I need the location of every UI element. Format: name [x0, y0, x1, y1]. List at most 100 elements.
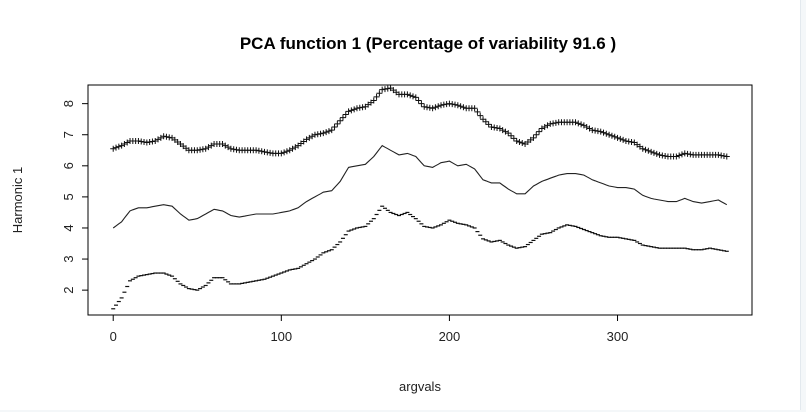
plus-marker — [258, 148, 265, 155]
plus-marker — [379, 86, 386, 93]
plus-marker — [673, 153, 680, 160]
y-tick-label: 8 — [61, 100, 76, 107]
plus-marker — [625, 138, 632, 145]
plus-marker — [199, 146, 206, 153]
plus-marker — [533, 131, 540, 138]
plus-marker — [494, 124, 501, 131]
plus-marker — [578, 121, 585, 128]
plus-marker — [124, 139, 131, 146]
plus-marker — [320, 130, 327, 137]
plus-marker — [513, 137, 520, 144]
plus-marker — [261, 148, 268, 155]
plus-marker — [149, 138, 156, 145]
plus-marker — [678, 151, 685, 158]
plus-marker — [681, 150, 688, 157]
plus-marker — [642, 146, 649, 153]
plus-marker — [197, 146, 204, 153]
plus-marker — [334, 120, 341, 127]
plus-marker — [502, 128, 509, 135]
x-tick-label: 100 — [270, 329, 292, 344]
plus-marker — [449, 101, 456, 108]
plus-marker — [592, 127, 599, 134]
plus-marker — [233, 146, 240, 153]
plus-marker — [662, 152, 669, 159]
plus-marker — [482, 118, 489, 125]
plus-marker — [496, 125, 503, 132]
plus-marker — [488, 123, 495, 130]
plus-marker — [314, 131, 321, 138]
plus-marker — [723, 153, 730, 160]
y-tick-label: 7 — [61, 131, 76, 138]
plus-marker — [659, 152, 666, 159]
x-tick-label: 0 — [110, 329, 117, 344]
plus-marker — [687, 151, 694, 158]
plus-marker — [452, 101, 459, 108]
plus-marker — [499, 127, 506, 134]
plus-marker — [460, 104, 467, 111]
plus-marker — [342, 111, 349, 118]
plus-marker — [384, 85, 391, 92]
plus-marker — [474, 108, 481, 115]
plus-marker — [225, 144, 232, 151]
x-tick-label: 300 — [607, 329, 629, 344]
plus-marker — [370, 97, 377, 104]
x-axis-label: argvals — [399, 379, 441, 394]
plus-marker — [230, 146, 237, 153]
plus-marker — [617, 135, 624, 142]
plus-marker — [143, 139, 150, 146]
plus-marker — [166, 134, 173, 141]
plus-marker — [424, 104, 431, 111]
plus-marker — [656, 151, 663, 158]
y-axis: 2 3 4 5 6 7 8 — [61, 100, 88, 294]
plus-marker — [429, 105, 436, 112]
plus-marker — [356, 104, 363, 111]
plus-marker — [255, 147, 262, 154]
y-tick-label: 2 — [61, 287, 76, 294]
plus-marker — [426, 104, 433, 111]
plus-marker — [684, 150, 691, 157]
y-tick-label: 4 — [61, 224, 76, 231]
x-axis: 0 100 200 300 — [110, 315, 629, 344]
plus-marker — [438, 102, 445, 109]
chart-title: PCA function 1 (Percentage of variabilit… — [240, 34, 616, 53]
plus-marker — [194, 147, 201, 154]
y-tick-label: 5 — [61, 193, 76, 200]
plus-marker — [407, 92, 414, 99]
plus-marker — [516, 138, 523, 145]
plus-marker — [608, 132, 615, 139]
plus-marker — [381, 86, 388, 93]
plus-marker — [519, 140, 526, 147]
plus-marker — [614, 134, 621, 141]
plot-area — [87, 84, 753, 316]
plus-marker — [146, 138, 153, 145]
plus-marker — [508, 132, 515, 139]
plus-marker — [597, 128, 604, 135]
series-2 — [112, 144, 728, 229]
plus-marker — [317, 130, 324, 137]
plus-marker — [541, 123, 548, 130]
plus-marker — [505, 130, 512, 137]
plus-marker — [586, 125, 593, 132]
plus-marker — [325, 128, 332, 135]
plus-marker — [575, 120, 582, 127]
plus-marker — [283, 148, 290, 155]
plus-marker — [718, 152, 725, 159]
plus-marker — [121, 141, 128, 148]
plus-marker — [113, 144, 120, 151]
plus-marker — [353, 105, 360, 112]
y-axis-label: Harmonic 1 — [10, 167, 25, 233]
plus-marker — [306, 134, 313, 141]
plus-marker — [446, 100, 453, 107]
plus-marker — [594, 128, 601, 135]
plus-marker — [491, 124, 498, 131]
plus-marker — [267, 149, 274, 156]
plus-marker — [620, 136, 627, 143]
plus-marker — [440, 101, 447, 108]
series-1 — [110, 85, 730, 160]
plus-marker — [606, 131, 613, 138]
plus-marker — [412, 94, 419, 101]
plus-marker — [110, 145, 117, 152]
plus-marker — [415, 97, 422, 104]
plus-marker — [205, 144, 212, 151]
